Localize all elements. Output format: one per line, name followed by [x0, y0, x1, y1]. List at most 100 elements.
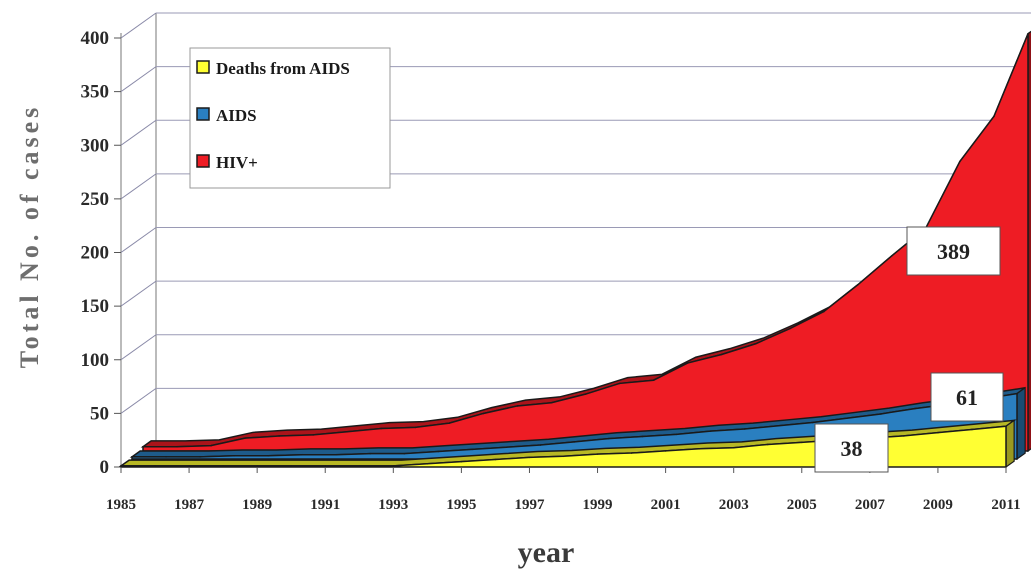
gridline-side: [120, 280, 157, 307]
legend-swatch: [196, 154, 210, 168]
callout-box: [906, 226, 1001, 276]
data-point: [880, 413, 882, 415]
data-point: [584, 393, 587, 395]
data-point: [516, 405, 519, 407]
gridline-side: [120, 387, 157, 414]
data-point: [392, 465, 395, 467]
x-tick-label: 1993: [378, 497, 408, 513]
area-side-cap: [1016, 386, 1026, 461]
data-point: [596, 453, 599, 455]
callouts: 389 61 38: [814, 226, 1004, 473]
callout-label: 61: [956, 385, 978, 410]
series-deaths-from-aids: [118, 419, 1017, 469]
legend: Deaths from AIDS AIDS HIV+: [189, 47, 391, 189]
legend-label: AIDS: [216, 106, 257, 125]
data-point: [380, 427, 383, 430]
x-tick-label: 2005: [787, 497, 817, 513]
data-point: [539, 444, 542, 446]
y-tick-label: 400: [81, 28, 110, 49]
data-point: [914, 407, 916, 410]
data-point: [312, 434, 314, 436]
data-point: [1016, 392, 1018, 395]
data-point: [800, 441, 803, 444]
y-tick-labels: 0 50 100 150 200 250 300 350 400: [81, 28, 110, 478]
data-point: [426, 462, 429, 465]
data-point: [494, 458, 497, 461]
x-tick-label: 2001: [651, 497, 681, 513]
data-point: [686, 362, 689, 364]
data-point: [891, 255, 893, 257]
x-tick-label: 1987: [174, 497, 205, 513]
y-tick-label: 350: [81, 82, 110, 103]
data-point: [256, 465, 258, 467]
data-point: [528, 456, 531, 459]
data-point: [822, 310, 825, 313]
x-tick-label: 1989: [242, 497, 272, 513]
data-point: [448, 422, 451, 424]
data-point: [1005, 425, 1007, 428]
callout-label: 38: [841, 436, 863, 461]
data-point: [403, 452, 406, 455]
x-tick-labels: 1985 1987 1989 1991 1993 1995 1997 1999 2001 2003…: [106, 467, 1021, 513]
data-point: [165, 456, 167, 458]
data-point: [471, 448, 474, 451]
data-point: [301, 453, 303, 456]
data-point: [811, 421, 814, 424]
data-point: [1027, 32, 1029, 35]
data-point: [267, 454, 269, 457]
data-point: [290, 465, 292, 467]
data-point: [857, 283, 859, 286]
data-point: [618, 382, 621, 385]
data-point: [788, 327, 791, 330]
data-point: [550, 401, 553, 404]
data-point: [607, 437, 610, 440]
data-point: [324, 465, 327, 467]
data-point: [131, 456, 133, 458]
data-point: [777, 424, 780, 427]
data-point: [766, 443, 769, 446]
data-point: [562, 455, 565, 458]
gridline-side: [120, 12, 157, 39]
y-tick-label: 0: [100, 457, 110, 478]
legend-box: [189, 47, 391, 189]
data-point: [222, 465, 224, 467]
area-side-cap: [1005, 419, 1015, 469]
callout-box: [930, 372, 1004, 422]
data-point: [743, 428, 746, 430]
gridline-side: [120, 227, 157, 253]
x-axis-label: year: [518, 536, 575, 569]
x-tick-label: 2003: [719, 497, 749, 513]
x-tick-label: 1999: [583, 497, 613, 513]
x-tick-label: 2011: [991, 497, 1020, 513]
data-point: [414, 426, 417, 429]
y-tick-label: 250: [81, 189, 110, 210]
data-point: [244, 437, 246, 439]
data-point: [120, 465, 122, 467]
data-point: [720, 353, 723, 356]
gridline-side: [120, 66, 157, 93]
data-point: [903, 435, 905, 437]
data-point: [505, 446, 508, 449]
data-point: [176, 445, 178, 448]
gridline-side: [120, 334, 157, 361]
data-point: [664, 450, 667, 452]
callout-box: [814, 423, 889, 473]
data-point: [188, 465, 190, 467]
x-tick-label: 2007: [855, 497, 886, 513]
legend-label: Deaths from AIDS: [216, 59, 350, 78]
data-point: [346, 430, 349, 433]
legend-swatch: [196, 60, 210, 74]
y-tick-label: 50: [90, 403, 109, 424]
data-point: [754, 342, 757, 345]
data-point: [358, 465, 361, 467]
gridline-side: [120, 119, 157, 146]
x-tick-label: 1995: [446, 497, 476, 513]
data-point: [369, 452, 372, 455]
data-point: [641, 435, 644, 438]
data-point: [652, 379, 655, 382]
data-point: [846, 417, 848, 420]
data-point: [482, 412, 485, 415]
y-tick-label: 300: [81, 135, 110, 156]
x-tick-label: 1985: [106, 497, 136, 513]
data-point: [142, 445, 144, 448]
